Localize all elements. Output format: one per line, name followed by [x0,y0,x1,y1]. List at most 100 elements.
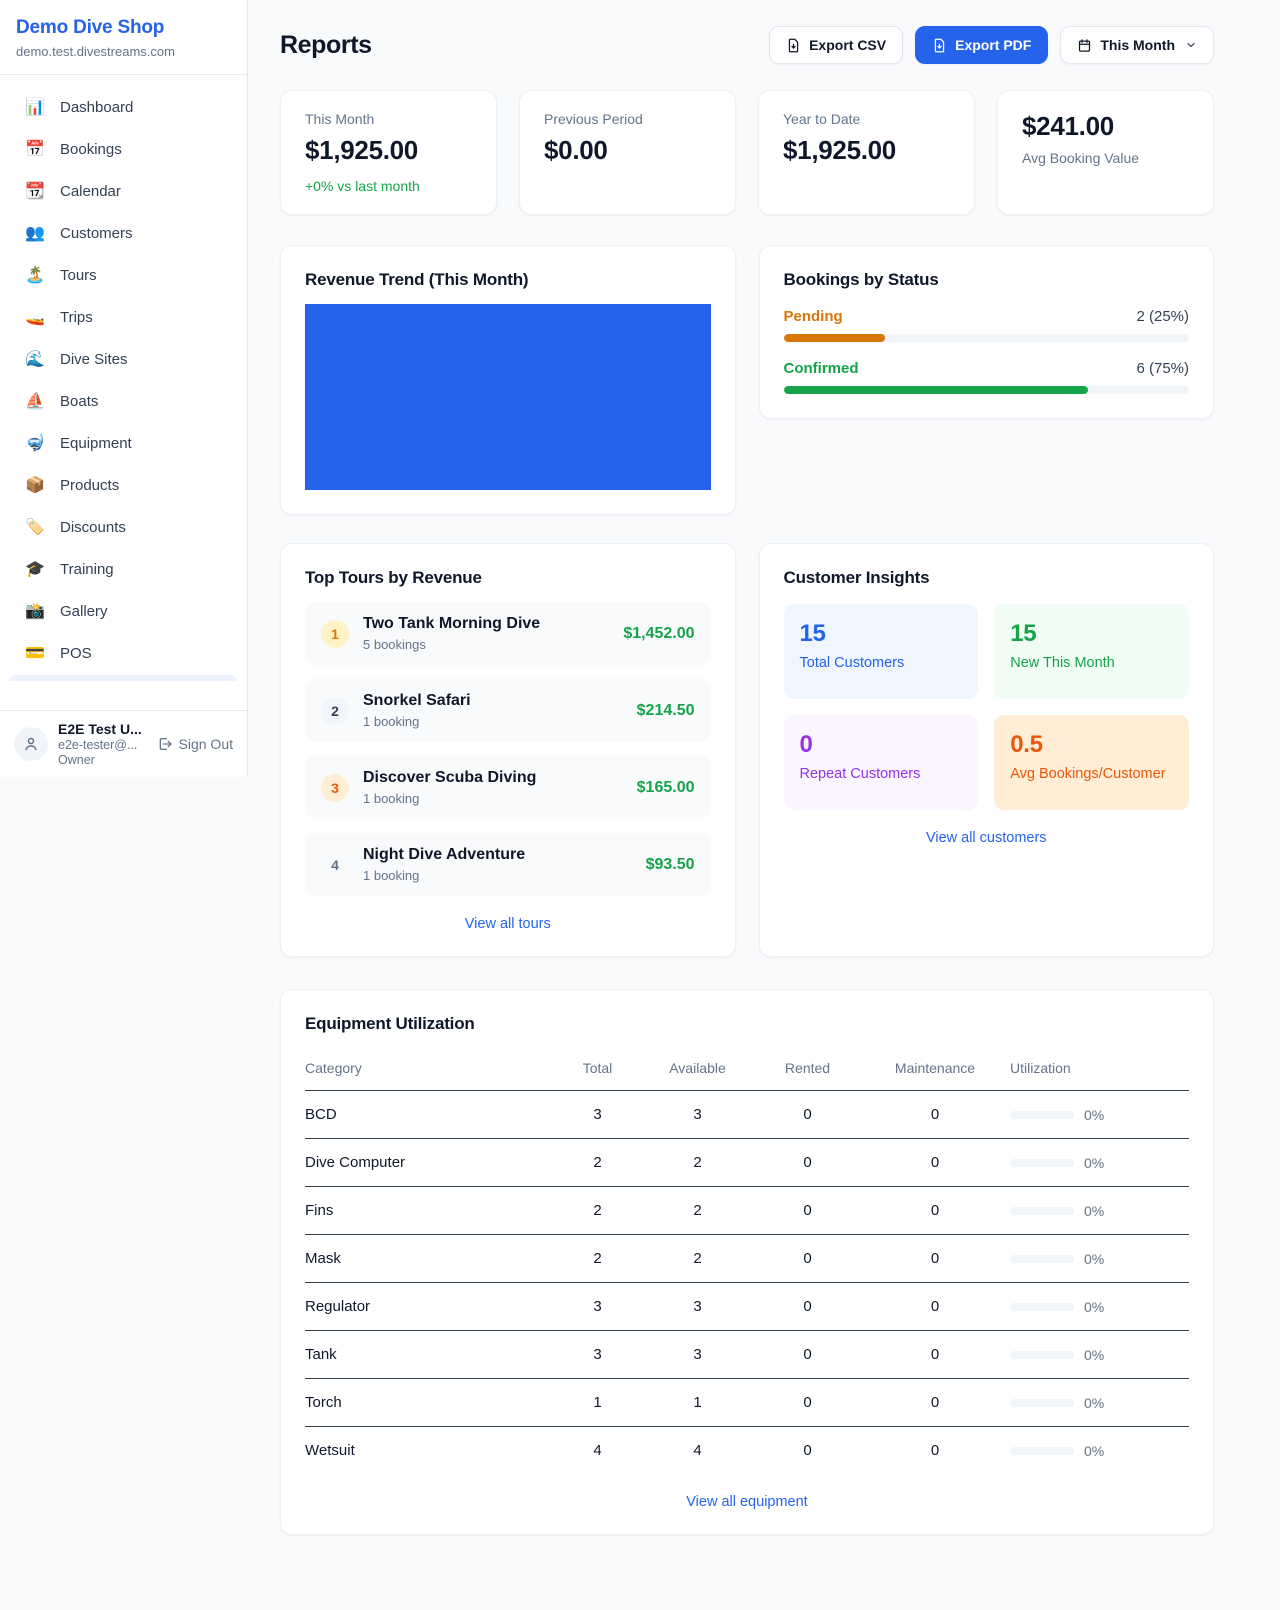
sidebar-item-calendar[interactable]: 📆 Calendar [10,171,237,211]
table-row: Mask 2 2 0 0 0% [305,1234,1189,1283]
view-all-tours-link[interactable]: View all tours [464,916,551,932]
stat-card-this-month: This Month $1,925.00 +0% vs last month [280,90,497,215]
table-row: Tank 3 3 0 0 0% [305,1330,1189,1379]
sidebar-item-label: POS [60,644,92,662]
table-row: Fins 2 2 0 0 0% [305,1186,1189,1235]
cell-category: Mask [305,1234,555,1283]
period-dropdown[interactable]: This Month [1060,26,1214,64]
sidebar-item-label: Boats [60,392,99,410]
cell-utilization: 0% [1010,1347,1189,1363]
sign-out-button[interactable]: Sign Out [157,736,233,752]
cell-total: 3 [555,1090,640,1139]
page-title: Reports [280,30,372,59]
sign-out-label: Sign Out [178,736,233,752]
cell-maintenance: 0 [860,1330,1010,1379]
cell-available: 3 [640,1330,755,1379]
file-download-icon [788,38,799,52]
col-category: Category [305,1050,555,1091]
cell-utilization: 0% [1010,1251,1189,1267]
sidebar-item-label: Training [60,560,114,578]
utilization-bar [1010,1302,1074,1311]
user-footer: E2E Test U... e2e-tester@... Owner Sign … [0,710,247,777]
stat-value: $1,925.00 [305,135,418,165]
sidebar-item-dashboard[interactable]: 📊 Dashboard [10,87,237,127]
stat-card-previous-period: Previous Period $0.00 [519,90,736,215]
tours-icon: 🏝️ [25,267,45,284]
tour-name: Discover Scuba Diving [363,769,537,786]
sidebar-item-tours[interactable]: 🏝️ Tours [10,255,237,295]
table-row: Wetsuit 4 4 0 0 0% [305,1427,1189,1475]
shop-name: Demo Dive Shop [16,17,165,38]
sidebar-item-equipment[interactable]: 🤿 Equipment [10,423,237,463]
page-header: Reports Export CSV Export PDF This Month [280,26,1214,64]
sidebar-item-bookings[interactable]: 📅 Bookings [10,129,237,169]
sidebar-item-dive-sites[interactable]: 🌊 Dive Sites [10,339,237,379]
brand: Demo Dive Shop demo.test.divestreams.com [0,0,247,75]
cell-utilization: 0% [1010,1443,1189,1459]
file-download-icon [934,38,945,52]
sidebar-item-reports-partial[interactable] [10,675,237,681]
utilization-bar [1010,1446,1074,1455]
stat-label: This Month [305,111,375,127]
top-tours-card: Top Tours by Revenue 1 Two Tank Morning … [280,543,736,957]
rank-badge: 2 [321,696,349,725]
user-info: E2E Test U... e2e-tester@... Owner [58,721,147,767]
period-label: This Month [1100,37,1175,53]
tile-value: 15 [799,620,826,647]
export-pdf-button[interactable]: Export PDF [915,26,1049,64]
dashboard-icon: 📊 [25,99,45,116]
table-row: BCD 3 3 0 0 0% [305,1090,1189,1139]
cell-maintenance: 0 [860,1378,1010,1427]
discounts-icon: 🏷️ [25,519,45,536]
export-csv-button[interactable]: Export CSV [769,26,904,64]
status-label: Confirmed [783,360,859,377]
stat-value: $0.00 [544,135,608,165]
sidebar-item-label: Bookings [60,140,122,158]
sidebar-item-training[interactable]: 🎓 Training [10,549,237,589]
sidebar-item-discounts[interactable]: 🏷️ Discounts [10,507,237,547]
tour-bookings: 5 bookings [363,637,426,652]
chevron-down-icon [1187,42,1195,48]
equipment-utilization-title: Equipment Utilization [305,1014,475,1033]
col-rented: Rented [755,1050,860,1091]
sidebar-item-label: Tours [60,266,97,284]
cell-rented: 0 [755,1234,860,1283]
utilization-bar [1010,1158,1074,1167]
cell-rented: 0 [755,1186,860,1235]
sidebar-item-trips[interactable]: 🚤 Trips [10,297,237,337]
tour-bookings: 1 booking [363,791,420,806]
sidebar-item-gallery[interactable]: 📸 Gallery [10,591,237,631]
tour-amount: $214.50 [636,701,695,719]
dive-sites-icon: 🌊 [25,351,45,368]
tile-repeat-customers: 0 Repeat Customers [783,715,979,810]
stat-label: Avg Booking Value [1022,150,1140,166]
cell-total: 3 [555,1282,640,1331]
sidebar-item-pos[interactable]: 💳 POS [10,633,237,673]
cell-rented: 0 [755,1330,860,1379]
cell-category: Tank [305,1330,555,1379]
sidebar-item-products[interactable]: 📦 Products [10,465,237,505]
insights-row: Top Tours by Revenue 1 Two Tank Morning … [280,543,1214,957]
customer-insights-title: Customer Insights [783,568,930,587]
calendar-icon [1079,38,1091,52]
bookings-icon: 📅 [25,141,45,158]
avatar [14,727,48,761]
sidebar-item-label: Products [60,476,120,494]
stat-cards: This Month $1,925.00 +0% vs last month P… [280,90,1214,215]
sidebar-nav: 📊 Dashboard 📅 Bookings 📆 Calendar 👥 Customer… [0,75,247,681]
person-icon [25,737,37,751]
equipment-utilization-card: Equipment Utilization Category Total Ava… [280,989,1214,1535]
table-row: Dive Computer 2 2 0 0 0% [305,1138,1189,1187]
training-icon: 🎓 [25,561,45,578]
sidebar-item-boats[interactable]: ⛵ Boats [10,381,237,421]
cell-rented: 0 [755,1090,860,1139]
stat-value: $241.00 [1022,111,1114,141]
charts-row: Revenue Trend (This Month) Bookings by S… [280,245,1214,515]
cell-rented: 0 [755,1282,860,1331]
view-all-customers-link[interactable]: View all customers [925,830,1047,846]
equipment-table: Category Total Available Rented Maintena… [305,1050,1189,1474]
export-csv-label: Export CSV [809,37,887,53]
sidebar-item-customers[interactable]: 👥 Customers [10,213,237,253]
view-all-equipment-link[interactable]: View all equipment [686,1494,808,1510]
cell-total: 3 [555,1330,640,1379]
